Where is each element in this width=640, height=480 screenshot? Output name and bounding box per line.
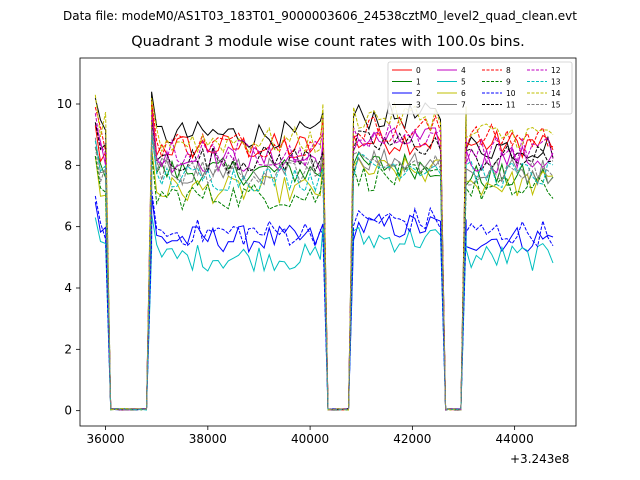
series-line-2 [94,195,554,411]
legend-label-6: 6 [461,89,466,98]
series-line-9 [94,153,554,411]
x-tick-label: 40000 [291,432,329,446]
x-tick-label: 44000 [496,432,534,446]
plot-frame [79,57,577,427]
series-line-10 [94,189,554,411]
legend-label-0: 0 [416,66,421,75]
legend-label-7: 7 [461,101,466,110]
legend-box [387,61,573,115]
legend-label-2: 2 [416,89,421,98]
y-tick-label: 10 [57,97,72,111]
legend-label-3: 3 [416,101,421,110]
series-layer [94,91,554,411]
x-offset-label: +3.243e8 [510,452,570,466]
y-tick-label: 4 [64,281,72,295]
legend-label-10: 10 [506,89,516,98]
y-tick-label: 2 [64,342,72,356]
y-tick-label: 8 [64,158,72,172]
series-line-13 [94,134,554,411]
chart-title: Quadrant 3 module wise count rates with … [131,34,525,50]
legend-label-12: 12 [551,66,561,75]
legend-label-1: 1 [416,78,421,87]
legend-label-9: 9 [506,78,511,87]
y-tick-label: 0 [64,404,72,418]
legend-label-8: 8 [506,66,511,75]
legend-label-15: 15 [551,101,561,110]
legend-label-4: 4 [461,66,466,75]
legend-label-14: 14 [551,89,561,98]
x-tick-label: 38000 [189,432,227,446]
legend-label-5: 5 [461,78,466,87]
x-tick-label: 42000 [393,432,431,446]
series-line-5 [94,214,554,411]
x-tick-label: 36000 [86,432,124,446]
series-line-14 [94,94,554,411]
series-line-15 [94,128,554,411]
y-tick-label: 6 [64,220,72,234]
suptitle: Data file: modeM0/AS1T03_183T01_90000036… [63,9,577,23]
legend-label-11: 11 [506,101,516,110]
legend-label-13: 13 [551,78,561,87]
